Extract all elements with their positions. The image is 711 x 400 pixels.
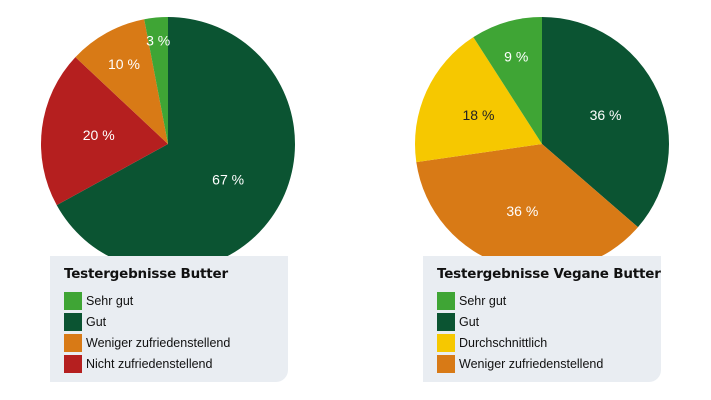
pie-slice-durchschnittlich [414, 37, 542, 163]
legend-swatch [64, 354, 82, 373]
legend-label: Durchschnittlich [459, 335, 548, 350]
legend-item: Weniger zufriedenstellend [437, 353, 661, 374]
legend-label: Nicht zufriedenstellend [86, 356, 213, 371]
pie-slice-nicht-zufriedenstellend [40, 57, 168, 206]
data-label: 67 % [212, 172, 244, 188]
legend-swatch [64, 333, 82, 352]
legend-item: Sehr gut [64, 290, 288, 311]
pie-slice-sehr-gut [473, 17, 542, 144]
legend-vegane-butter: Testergebnisse Vegane Butter Sehr gut Gut… [423, 256, 661, 382]
legend-swatch [437, 333, 455, 352]
data-label: 18 % [463, 107, 495, 123]
legend-swatch [437, 354, 455, 373]
legend-item: Gut [437, 311, 661, 332]
legend-swatch [64, 312, 82, 331]
pie-slice-gut [56, 17, 295, 271]
data-label: 3 % [146, 32, 170, 48]
pie-slice-weniger-zufriedenstellend [75, 19, 168, 144]
legend-swatch [437, 291, 455, 310]
legend-item: Sehr gut [437, 290, 661, 311]
legend-label: Gut [459, 314, 480, 329]
legend-label: Weniger zufriedenstellend [86, 335, 231, 350]
legend-item: Gut [64, 311, 288, 332]
data-label: 9 % [504, 48, 528, 64]
legend-swatch [64, 291, 82, 310]
data-label: 10 % [108, 56, 140, 72]
pie-slice-gut [542, 17, 669, 228]
legend-label: Sehr gut [86, 293, 134, 308]
pie-slice-weniger-zufriedenstellend [416, 144, 638, 272]
legend-label: Gut [86, 314, 107, 329]
legend-item: Nicht zufriedenstellend [64, 353, 288, 374]
data-label: 36 % [506, 203, 538, 219]
legend-item: Weniger zufriedenstellend [64, 332, 288, 353]
legend-title: Testergebnisse Butter [64, 266, 228, 282]
legend-title: Testergebnisse Vegane Butter [437, 266, 661, 282]
legend-label: Sehr gut [459, 293, 507, 308]
legend-butter: Testergebnisse Butter Sehr gut Gut Weniger… [50, 256, 288, 382]
legend-label: Weniger zufriedenstellend [459, 356, 604, 371]
pie-slice-sehr-gut [144, 17, 168, 144]
data-label: 20 % [83, 127, 115, 143]
legend-swatch [437, 312, 455, 331]
legend-item: Durchschnittlich [437, 332, 661, 353]
data-label: 36 % [590, 107, 622, 123]
